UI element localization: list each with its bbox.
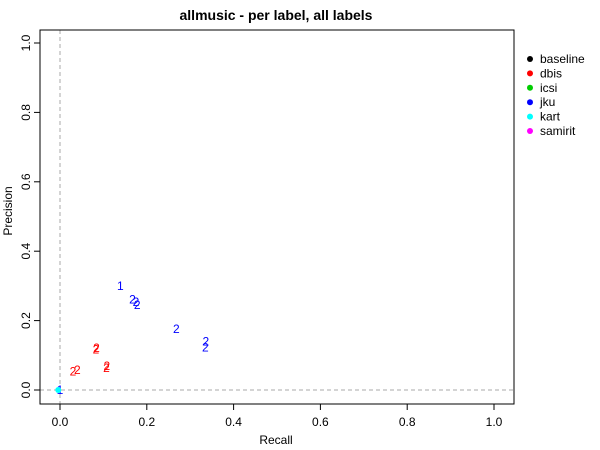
y-tick-label: 0.0 xyxy=(19,381,33,398)
legend-marker-icsi xyxy=(527,84,533,91)
data-points: 22222211222222 xyxy=(55,279,209,397)
x-tick-label: 0.0 xyxy=(52,415,69,429)
legend-marker-samirit xyxy=(527,128,533,134)
legend-label-baseline: baseline xyxy=(540,52,585,66)
x-tick-label: 0.4 xyxy=(225,415,242,429)
data-point-kart xyxy=(55,387,62,393)
x-axis-label: Recall xyxy=(259,433,292,447)
x-tick-label: 0.6 xyxy=(312,415,329,429)
data-point-jku: 1 xyxy=(117,279,124,293)
x-tick-label: 1.0 xyxy=(486,415,503,429)
y-axis: 0.0 0.2 0.4 0.6 0.8 1.0 xyxy=(19,34,40,398)
data-point-dbis: 2 xyxy=(104,359,111,373)
y-tick-label: 0.2 xyxy=(19,312,33,329)
legend-marker-jku xyxy=(527,99,533,106)
data-point-dbis: 2 xyxy=(70,365,77,379)
chart-title: allmusic - per label, all labels xyxy=(180,7,373,23)
legend-marker-kart xyxy=(527,113,533,120)
y-tick-label: 0.4 xyxy=(19,243,33,260)
data-point-jku: 2 xyxy=(129,292,136,306)
legend-marker-baseline xyxy=(527,56,533,62)
legend-label-jku: jku xyxy=(539,95,555,109)
legend-label-kart: kart xyxy=(540,110,561,124)
data-point-jku: 2 xyxy=(202,334,209,348)
legend-label-dbis: dbis xyxy=(540,66,562,80)
legend-label-samirit: samirit xyxy=(540,124,576,138)
data-point-dbis: 2 xyxy=(103,361,110,375)
legend-marker-dbis xyxy=(527,70,533,77)
data-point-dbis: 2 xyxy=(74,363,81,377)
x-tick-label: 0.2 xyxy=(138,415,155,429)
legend-label-icsi: icsi xyxy=(540,81,557,95)
data-point-jku: 2 xyxy=(173,322,180,336)
data-point-jku: 2 xyxy=(133,295,140,309)
data-point-dbis: 2 xyxy=(93,343,100,357)
plot-frame xyxy=(39,29,515,405)
y-tick-label: 0.6 xyxy=(19,173,33,190)
y-axis-label: Precision xyxy=(1,186,15,235)
data-point-dbis: 2 xyxy=(93,341,100,355)
x-axis: 0.0 0.2 0.4 0.6 0.8 1.0 xyxy=(52,404,503,429)
data-point-jku: 2 xyxy=(134,298,141,312)
data-point-jku: 2 xyxy=(202,340,209,354)
y-tick-label: 0.8 xyxy=(19,104,33,121)
y-tick-label: 1.0 xyxy=(19,34,33,51)
x-tick-label: 0.8 xyxy=(399,415,416,429)
